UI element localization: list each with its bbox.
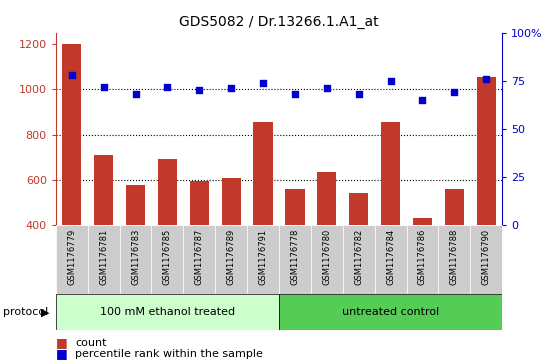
Text: ■: ■	[56, 347, 68, 360]
Text: GSM1176783: GSM1176783	[131, 229, 140, 285]
Bar	[439, 225, 470, 294]
Bar	[445, 189, 464, 225]
Bar	[349, 193, 368, 225]
Point	[354, 91, 363, 97]
Text: GSM1176787: GSM1176787	[195, 229, 204, 285]
Bar	[88, 225, 119, 294]
Bar	[477, 77, 496, 225]
Text: GSM1176778: GSM1176778	[291, 229, 300, 285]
Point	[227, 86, 235, 91]
Text: untreated control: untreated control	[342, 307, 439, 317]
Point	[258, 80, 267, 86]
Bar	[343, 225, 374, 294]
Bar	[119, 225, 151, 294]
Point	[323, 86, 331, 91]
Bar	[247, 225, 279, 294]
Bar	[222, 178, 240, 225]
Text: ▶: ▶	[41, 307, 49, 317]
Point	[163, 83, 172, 89]
Bar	[62, 44, 81, 225]
Bar	[56, 225, 88, 294]
Bar	[190, 181, 209, 225]
Bar	[279, 294, 502, 330]
Point	[291, 91, 300, 97]
Text: GSM1176784: GSM1176784	[386, 229, 395, 285]
Text: protocol: protocol	[3, 307, 48, 317]
Text: percentile rank within the sample: percentile rank within the sample	[75, 349, 263, 359]
Bar	[311, 225, 343, 294]
Text: ■: ■	[56, 337, 68, 350]
Title: GDS5082 / Dr.13266.1.A1_at: GDS5082 / Dr.13266.1.A1_at	[179, 15, 379, 29]
Bar	[158, 159, 177, 225]
Text: GSM1176788: GSM1176788	[450, 229, 459, 285]
Bar	[374, 225, 407, 294]
Point	[195, 87, 204, 93]
Text: GSM1176781: GSM1176781	[99, 229, 108, 285]
Point	[99, 83, 108, 89]
Bar	[279, 225, 311, 294]
Point	[450, 89, 459, 95]
Bar	[407, 225, 439, 294]
Bar	[126, 185, 145, 225]
Text: GSM1176780: GSM1176780	[323, 229, 331, 285]
Point	[68, 72, 76, 78]
Point	[418, 97, 427, 103]
Point	[386, 78, 395, 84]
Bar	[184, 225, 215, 294]
Bar	[318, 172, 336, 225]
Bar	[151, 225, 184, 294]
Bar	[215, 225, 247, 294]
Bar	[253, 122, 273, 225]
Text: 100 mM ethanol treated: 100 mM ethanol treated	[100, 307, 235, 317]
Bar	[56, 294, 279, 330]
Bar	[94, 155, 113, 225]
Text: GSM1176789: GSM1176789	[227, 229, 235, 285]
Bar	[381, 122, 400, 225]
Text: GSM1176782: GSM1176782	[354, 229, 363, 285]
Text: count: count	[75, 338, 107, 348]
Text: GSM1176785: GSM1176785	[163, 229, 172, 285]
Bar	[413, 218, 432, 225]
Text: GSM1176779: GSM1176779	[68, 229, 76, 285]
Point	[482, 76, 490, 82]
Bar	[470, 225, 502, 294]
Text: GSM1176786: GSM1176786	[418, 229, 427, 285]
Bar	[285, 189, 305, 225]
Text: GSM1176791: GSM1176791	[258, 229, 267, 285]
Point	[131, 91, 140, 97]
Text: GSM1176790: GSM1176790	[482, 229, 490, 285]
